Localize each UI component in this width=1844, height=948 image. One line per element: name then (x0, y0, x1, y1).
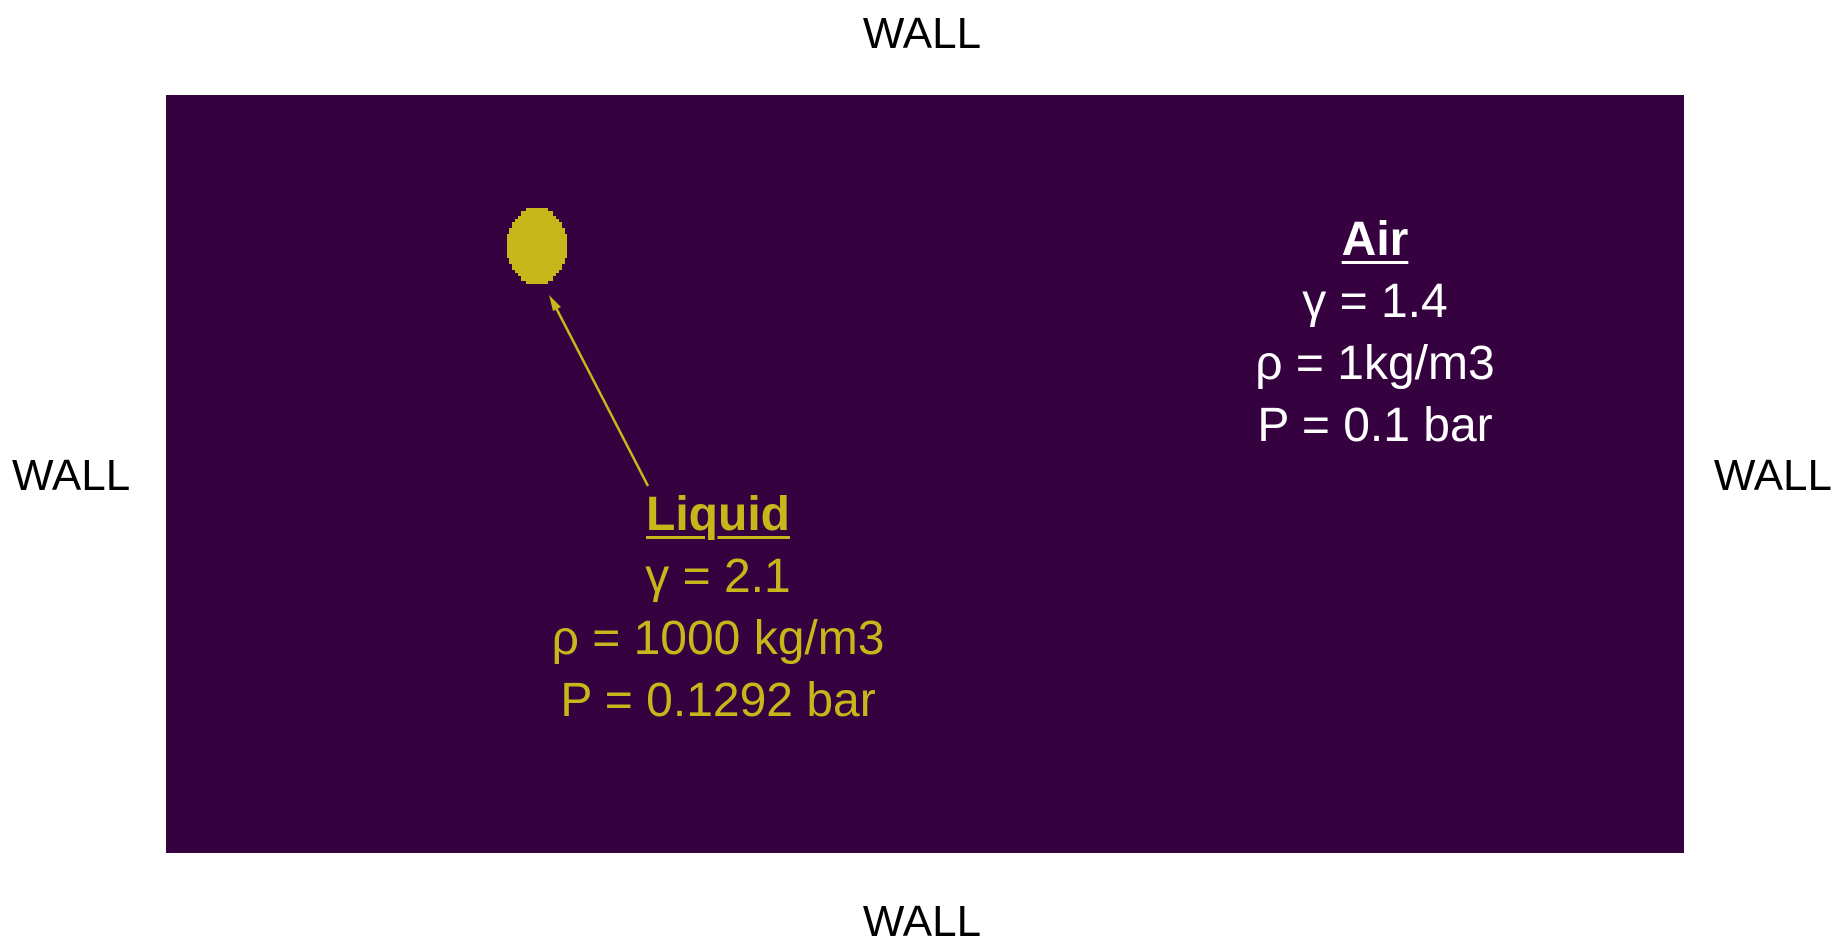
liquid-properties: Liquid γ = 2.1 ρ = 1000 kg/m3 P = 0.1292… (518, 484, 918, 732)
liquid-density: ρ = 1000 kg/m3 (551, 612, 885, 665)
liquid-droplet (507, 208, 567, 284)
arrow-icon (549, 295, 650, 487)
wall-label-right: WALL (1713, 451, 1832, 500)
liquid-heading: Liquid (646, 488, 790, 541)
air-pressure: P = 0.1 bar (1257, 399, 1493, 452)
air-properties: Air γ = 1.4 ρ = 1kg/m3 P = 0.1 bar (1175, 209, 1575, 457)
air-heading: Air (1341, 213, 1409, 266)
wall-label-left: WALL (12, 451, 131, 500)
wall-label-bottom: WALL (862, 897, 982, 946)
air-density: ρ = 1kg/m3 (1255, 337, 1495, 390)
liquid-gamma: γ = 2.1 (645, 550, 791, 603)
liquid-pressure: P = 0.1292 bar (560, 674, 876, 727)
simulation-domain (166, 95, 1684, 853)
wall-label-top: WALL (862, 9, 982, 58)
air-gamma: γ = 1.4 (1302, 275, 1448, 328)
